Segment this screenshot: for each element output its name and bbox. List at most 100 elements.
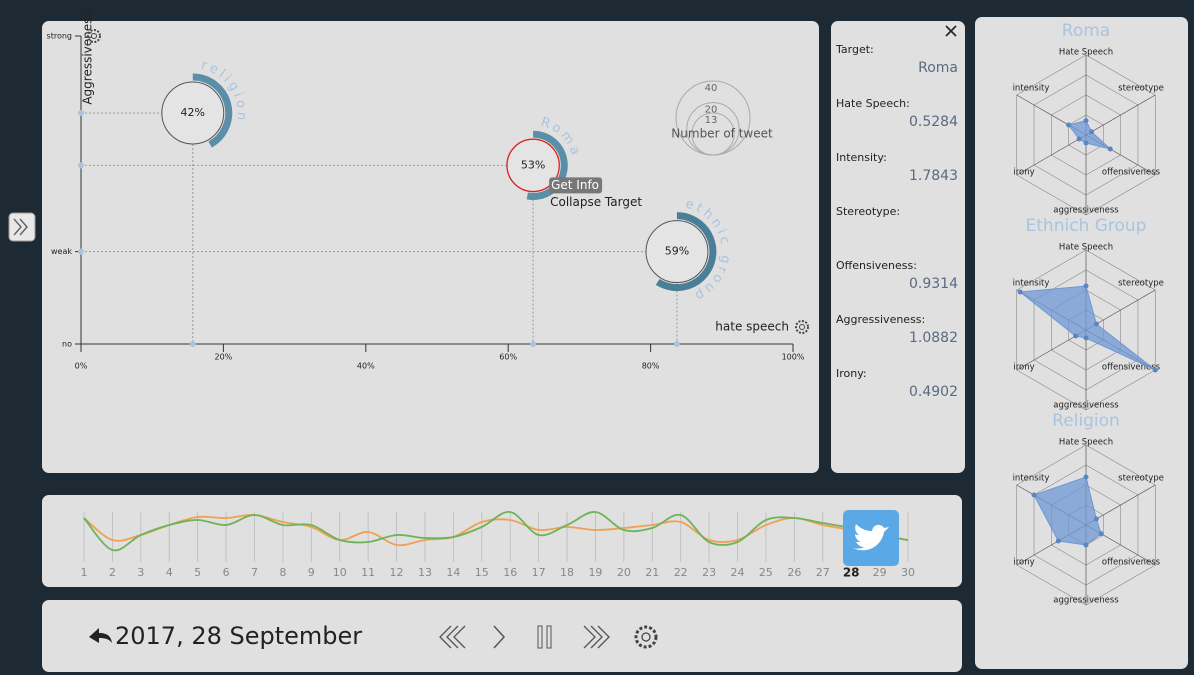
radar-point xyxy=(1055,538,1061,544)
bubble xyxy=(645,220,709,284)
radar-point xyxy=(1017,289,1023,295)
radar-axis-label: stereotype xyxy=(1118,84,1164,94)
expand-button[interactable] xyxy=(8,212,36,242)
radar-axis-label: stereotype xyxy=(1118,474,1164,484)
day-label: 25 xyxy=(759,566,773,579)
radar-title: Roma xyxy=(1062,21,1110,41)
radar-axis xyxy=(1016,134,1087,176)
radar-axis-label: intensity xyxy=(1013,279,1050,289)
radar-axis-label: irony xyxy=(1013,558,1034,568)
radar-panel xyxy=(975,17,1188,669)
info-value: 0.5284 xyxy=(909,114,958,130)
radar-point xyxy=(1066,122,1072,128)
gear-icon[interactable] xyxy=(87,29,101,43)
x-tick-label: 100% xyxy=(782,353,805,362)
info-label: Aggressiveness: xyxy=(836,313,925,326)
bubble-ring xyxy=(526,130,568,200)
tooltip-item: Collapse Target xyxy=(550,195,642,209)
radar-axis-label: irony xyxy=(1013,363,1034,373)
main-panel xyxy=(42,21,819,473)
back-icon[interactable] xyxy=(89,628,112,643)
y-marker xyxy=(78,248,84,255)
tooltip-bg xyxy=(549,177,603,194)
radar-axis-label: Hate Speech xyxy=(1059,48,1113,58)
radar-point xyxy=(1073,333,1079,339)
size-legend-title: Number of tweet xyxy=(671,127,773,141)
x-tick-label: 80% xyxy=(642,362,660,371)
bubble xyxy=(506,138,560,193)
radar-title: Ethnich Group xyxy=(1026,216,1147,236)
rewind-button[interactable] xyxy=(439,625,466,649)
day-label: 8 xyxy=(279,566,286,579)
y-tick-label: strong xyxy=(47,32,72,41)
radar-axis-label: aggressiveness xyxy=(1053,596,1119,606)
day-label: 14 xyxy=(446,566,460,579)
y-marker xyxy=(78,110,84,116)
gear-icon[interactable] xyxy=(795,320,809,334)
trend-line xyxy=(83,511,909,552)
bubble-ring xyxy=(655,212,717,292)
day-label: 24 xyxy=(731,566,745,579)
info-value: 0.4902 xyxy=(909,384,958,400)
day-label: 11 xyxy=(361,566,375,579)
y-tick-label: no xyxy=(62,340,72,349)
info-value: 1.7843 xyxy=(909,168,958,184)
x-tick-label: 20% xyxy=(215,353,233,362)
radar-point xyxy=(1083,474,1089,480)
radar-point xyxy=(1083,542,1089,548)
day-label: 15 xyxy=(475,566,489,579)
y-marker xyxy=(78,162,84,169)
day-label: 23 xyxy=(702,566,716,579)
info-label: Stereotype: xyxy=(836,205,900,218)
radar-axis-label: offensiveness xyxy=(1102,168,1161,178)
day-label: 27 xyxy=(816,566,830,579)
day-label: 16 xyxy=(503,566,517,579)
bubble-value: 59% xyxy=(665,245,689,258)
day-label: 21 xyxy=(645,566,659,579)
radar-axis-label: intensity xyxy=(1013,474,1050,484)
radar-point xyxy=(1083,118,1089,124)
info-label: Target: xyxy=(835,43,874,56)
radar-title: Religion xyxy=(1052,411,1120,431)
info-label: Offensiveness: xyxy=(836,259,917,272)
x-marker xyxy=(673,341,680,347)
radar-point xyxy=(1093,321,1099,327)
x-tick-label: 60% xyxy=(499,353,517,362)
day-label: 9 xyxy=(308,566,315,579)
tooltip-item: Get Info xyxy=(551,178,599,192)
radar-point xyxy=(1107,146,1113,152)
radar-point xyxy=(1083,335,1089,341)
settings-button[interactable] xyxy=(634,625,658,649)
day-label: 7 xyxy=(251,566,258,579)
close-button[interactable] xyxy=(945,25,957,37)
day-label: 1 xyxy=(81,566,88,579)
day-label: 13 xyxy=(418,566,432,579)
radar-point xyxy=(1098,531,1104,537)
size-legend-label: 20 xyxy=(705,105,718,116)
size-legend-label: 13 xyxy=(705,115,718,126)
info-value: Roma xyxy=(918,60,958,76)
x-tick-label: 40% xyxy=(357,362,375,371)
radar-point xyxy=(1083,283,1089,289)
x-marker xyxy=(189,341,196,347)
day-label: 20 xyxy=(617,566,631,579)
radar-point xyxy=(1093,516,1099,522)
size-legend-circle xyxy=(691,112,735,156)
day-label: 12 xyxy=(390,566,404,579)
radar-axis-label: offensiveness xyxy=(1102,558,1161,568)
size-legend-label: 40 xyxy=(705,83,718,94)
step-button[interactable] xyxy=(493,625,506,649)
day-label: 26 xyxy=(787,566,801,579)
pause-button[interactable] xyxy=(537,625,552,649)
x-tick-label: 0% xyxy=(75,362,88,371)
radar-point xyxy=(1152,367,1158,373)
info-value: 1.0882 xyxy=(909,330,958,346)
radar-axis xyxy=(1085,94,1156,136)
forward-button[interactable] xyxy=(583,625,610,649)
day-label: 4 xyxy=(166,566,173,579)
radar-axis-label: aggressiveness xyxy=(1053,206,1119,216)
day-label: 2 xyxy=(109,566,116,579)
radar-axis-label: stereotype xyxy=(1118,279,1164,289)
